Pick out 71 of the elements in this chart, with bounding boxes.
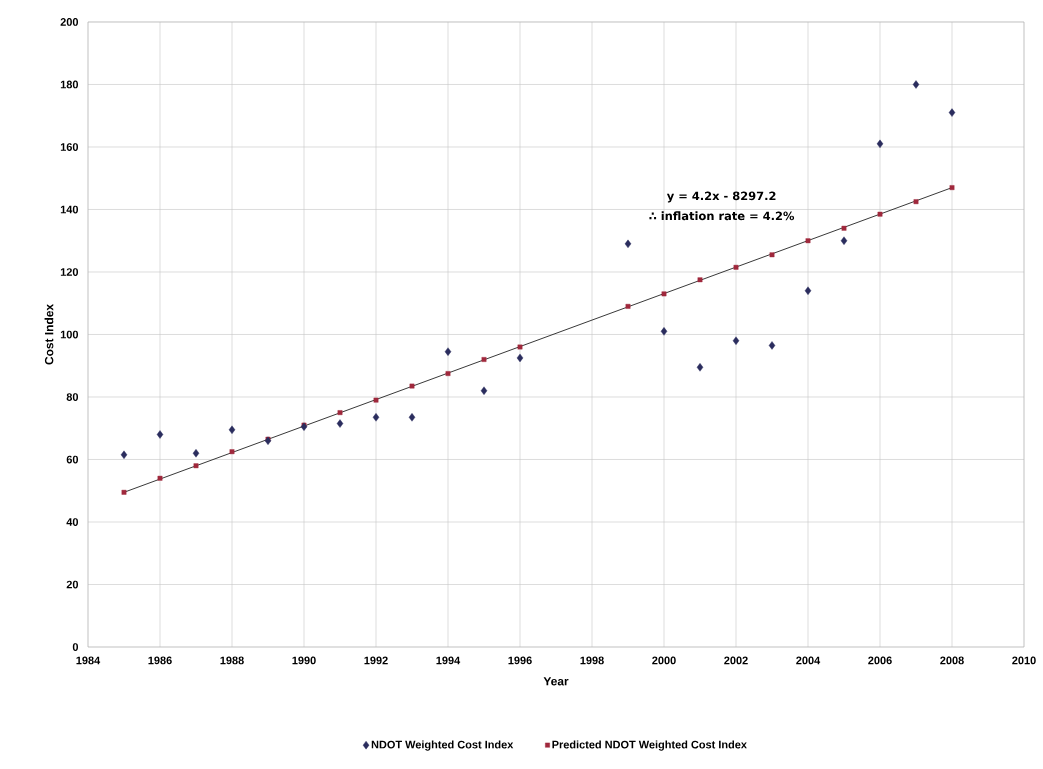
point	[373, 397, 379, 403]
y-axis-title: Cost Index	[44, 304, 54, 365]
x-tick-label: 1990	[292, 656, 316, 665]
legend-label: NDOT Weighted Cost Index	[371, 740, 514, 751]
y-tick-label: 100	[60, 330, 79, 339]
point	[120, 450, 128, 460]
point	[516, 353, 524, 363]
legend-label: Predicted NDOT Weighted Cost Index	[552, 740, 747, 751]
point	[337, 410, 343, 416]
point	[841, 225, 847, 231]
point	[660, 327, 668, 336]
point	[624, 239, 632, 249]
point	[769, 252, 775, 258]
point	[625, 303, 631, 309]
y-tick-label: 120	[60, 268, 79, 276]
point	[804, 286, 812, 295]
annotation: y = 4.2x - 8297.2	[666, 191, 776, 203]
point	[444, 347, 452, 356]
x-tick-label: 2004	[796, 656, 821, 665]
annotation: ∴ inflation rate = 4.2%	[649, 211, 795, 221]
y-tick-label: 0	[72, 643, 79, 651]
x-tick-label: 2000	[652, 656, 676, 665]
y-tick-label: 200	[60, 18, 79, 26]
point	[192, 449, 200, 458]
y-tick-label: 20	[66, 580, 79, 589]
point	[408, 413, 416, 422]
point	[481, 357, 487, 362]
point	[696, 363, 704, 372]
point	[409, 383, 415, 389]
point	[877, 211, 883, 217]
y-tick-label: 80	[66, 393, 79, 401]
x-tick-label: 1984	[76, 656, 101, 665]
point	[228, 425, 236, 435]
x-tick-label: 2002	[724, 656, 748, 665]
point	[913, 199, 919, 205]
point	[336, 419, 344, 428]
x-axis-title: Year	[543, 677, 569, 686]
point	[229, 449, 235, 455]
point	[517, 344, 523, 350]
point	[948, 108, 956, 117]
x-tick-label: 1998	[580, 656, 604, 665]
point	[912, 80, 920, 89]
point	[480, 386, 488, 395]
x-tick-label: 1994	[436, 656, 461, 665]
x-tick-label: 1996	[508, 656, 532, 665]
y-tick-label: 40	[66, 518, 79, 526]
x-tick-label: 1986	[148, 656, 172, 665]
x-tick-label: 1992	[364, 656, 388, 665]
point	[156, 430, 164, 439]
point	[157, 475, 163, 481]
y-tick-label: 140	[60, 205, 79, 214]
x-tick-label: 1988	[220, 656, 244, 665]
y-tick-label: 160	[60, 143, 79, 151]
x-tick-label: 2006	[868, 656, 892, 665]
y-tick-label: 180	[60, 80, 79, 89]
point	[732, 336, 740, 345]
x-tick-label: 2008	[940, 656, 964, 665]
point	[445, 371, 451, 376]
point	[372, 413, 380, 422]
point	[121, 489, 127, 495]
point	[805, 238, 811, 244]
point	[840, 236, 848, 245]
point	[949, 185, 955, 191]
y-tick-label: 60	[66, 455, 79, 464]
point	[733, 264, 739, 270]
point	[697, 277, 703, 283]
point	[876, 139, 884, 149]
point	[193, 463, 199, 469]
point	[661, 291, 667, 297]
point	[768, 341, 776, 350]
x-tick-label: 2010	[1012, 656, 1036, 665]
